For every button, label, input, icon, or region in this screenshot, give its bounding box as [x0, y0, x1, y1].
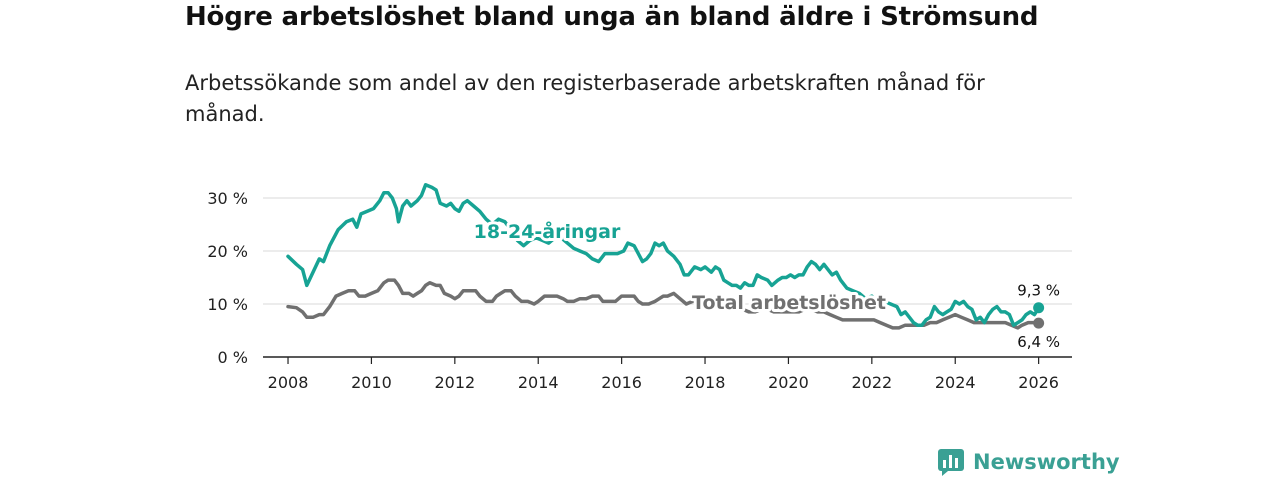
- series-endpoint-youth: [1033, 302, 1045, 314]
- x-tick-label: 2024: [935, 373, 976, 392]
- y-tick-label: 20 %: [207, 242, 248, 261]
- end-label-total: 6,4 %: [1017, 333, 1060, 351]
- x-tick-label: 2026: [1018, 373, 1059, 392]
- x-tick-label: 2012: [434, 373, 475, 392]
- y-tick-label: 0 %: [218, 348, 248, 367]
- x-tick-label: 2010: [351, 373, 392, 392]
- series-line-youth: [286, 183, 1041, 327]
- x-tick-label: 2014: [518, 373, 559, 392]
- series-line-total: [286, 278, 1041, 330]
- series-label-total: Total arbetslöshet: [692, 292, 886, 314]
- x-tick-label: 2018: [685, 373, 726, 392]
- x-tick-label: 2022: [851, 373, 892, 392]
- y-tick-label: 10 %: [207, 295, 248, 314]
- brand-name: Newsworthy: [973, 450, 1120, 474]
- chart-subtitle: Arbetssökande som andel av den registerb…: [185, 71, 985, 126]
- x-tick-label: 2020: [768, 373, 809, 392]
- brand: Newsworthy: [937, 448, 1120, 476]
- x-tick-label: 2016: [601, 373, 642, 392]
- x-tick-label: 2008: [268, 373, 309, 392]
- chart-title: Högre arbetslöshet bland unga än bland ä…: [185, 2, 1039, 32]
- y-tick-label: 30 %: [207, 189, 248, 208]
- series-endpoint-total: [1033, 317, 1045, 329]
- newsworthy-logo-icon: [938, 449, 964, 476]
- series-label-youth: 18-24-åringar: [474, 219, 621, 243]
- end-label-youth: 9,3 %: [1017, 282, 1060, 300]
